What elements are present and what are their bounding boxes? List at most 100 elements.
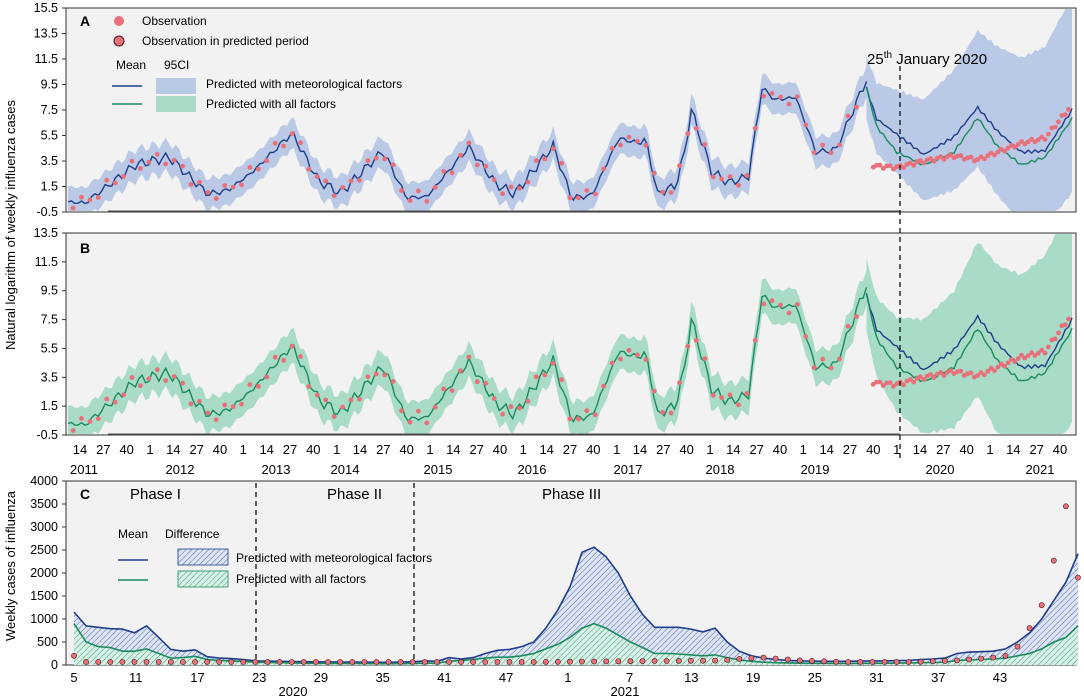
- observation-point: [525, 398, 531, 404]
- observation-point-c: [978, 655, 985, 662]
- x-tick-label-c: 7: [626, 670, 633, 685]
- observation-point-c: [700, 657, 706, 664]
- observation-point-c: [639, 658, 646, 664]
- observation-point: [626, 347, 632, 353]
- observation-pred-point: [1052, 336, 1058, 342]
- observation-point-c: [954, 657, 960, 664]
- x-tick-label: 40: [306, 442, 320, 457]
- legend-c-difference: Difference: [165, 527, 220, 541]
- observation-point: [70, 428, 76, 433]
- x-tick-label: 27: [656, 442, 670, 457]
- observation-point: [373, 155, 379, 161]
- observation-point: [264, 374, 270, 380]
- x-tick-label: 27: [96, 442, 110, 457]
- observation-point: [820, 356, 826, 362]
- observation-point: [441, 168, 447, 174]
- observation-point: [609, 360, 615, 366]
- observation-pred-point: [928, 372, 933, 377]
- panel-b-x-ticks: 14 27 40 1 14 27 40 1 14 27 40 1 14 27 40 1 14 27 40 1 14 27 4…: [70, 442, 1067, 477]
- observation-point: [559, 377, 564, 383]
- x-tick-label: 27: [1029, 442, 1043, 457]
- observation-pred-point: [1039, 347, 1045, 353]
- observation-point: [719, 395, 724, 400]
- observation-point: [138, 383, 143, 389]
- observation-point: [373, 371, 379, 377]
- x-tick-label: 40: [213, 442, 227, 457]
- observation-pred-point: [1066, 107, 1071, 112]
- y-tick-label-c: 500: [37, 635, 58, 649]
- y-tick-label: 9.5: [41, 284, 58, 298]
- observation-point: [230, 184, 236, 190]
- observation-point: [618, 356, 623, 362]
- observation-point-c: [216, 659, 223, 665]
- observation-pred-point: [978, 370, 984, 375]
- panel-c-y-ticks: 4000 3500 3000 2500 2000 1500 1000 500 0: [30, 474, 66, 672]
- x-tick-label-c: 11: [129, 670, 143, 685]
- x-tick-label-c: 17: [190, 670, 204, 685]
- y-tick-label-c: 3500: [30, 497, 58, 511]
- observation-pred-point: [1042, 137, 1048, 143]
- observation-point: [508, 404, 514, 410]
- observation-point: [474, 379, 480, 385]
- observation-point: [306, 384, 312, 389]
- observation-point: [744, 173, 750, 178]
- year-label: 2016: [518, 462, 547, 477]
- observation-point-c: [603, 658, 610, 665]
- observation-point-c: [204, 659, 210, 665]
- observation-point: [660, 189, 666, 195]
- observation-point: [491, 396, 497, 401]
- year-label: 2017: [614, 462, 643, 477]
- observation-point: [407, 419, 413, 425]
- observation-pred-point: [1019, 139, 1024, 144]
- observation-point: [154, 151, 160, 157]
- x-tick-label: 1: [240, 442, 247, 457]
- y-tick-label: -0.5: [36, 205, 58, 219]
- year-label: 2021: [1026, 462, 1055, 477]
- observation-pred-point: [921, 160, 927, 166]
- observation-point: [171, 374, 177, 379]
- x-tick-label: 14: [446, 442, 460, 457]
- observation-point: [205, 190, 211, 195]
- observation-point-c: [905, 659, 912, 665]
- observation-point: [407, 198, 413, 204]
- observation-pred-point: [1022, 355, 1028, 361]
- observation-point: [811, 365, 817, 370]
- observation-point: [550, 361, 556, 366]
- cutoff-label: 25th January 2020: [867, 50, 987, 68]
- observation-pred-point: [1062, 322, 1068, 328]
- ci-band-predicted: [866, 234, 1072, 434]
- observation-point: [483, 380, 489, 386]
- y-tick-label: 3.5: [41, 370, 58, 384]
- observation-point: [306, 166, 312, 172]
- observation-point: [340, 185, 345, 190]
- observation-point: [416, 408, 421, 414]
- observation-point-c: [1002, 652, 1009, 659]
- observation-point: [643, 357, 649, 362]
- year-label: 2012: [166, 462, 195, 477]
- legend-mean-label: Mean: [116, 58, 146, 72]
- observation-point: [795, 302, 800, 307]
- observation-pred-point: [1056, 119, 1061, 125]
- observation-point: [247, 165, 253, 170]
- y-tick-label-c: 2500: [30, 543, 58, 557]
- observation-pred-point: [1039, 134, 1045, 140]
- observation-point: [592, 412, 598, 418]
- observation-point: [382, 156, 388, 162]
- observation-pred-point: [938, 370, 943, 375]
- observation-pred-point: [877, 379, 883, 385]
- observation-point: [626, 134, 632, 140]
- observation-point: [576, 416, 581, 422]
- observation-point: [449, 170, 455, 176]
- observation-point-c: [131, 659, 138, 665]
- observation-point: [491, 177, 497, 183]
- observation-point-c: [446, 659, 452, 665]
- observation-pred-point: [1002, 363, 1007, 369]
- observation-point-c: [470, 659, 477, 665]
- observation-point-c: [240, 659, 247, 665]
- panel-c-content: [71, 503, 1081, 665]
- observation-pred-point: [995, 364, 1001, 370]
- x-tick-label: 14: [259, 442, 273, 457]
- legend-all-band: [156, 96, 196, 112]
- observation-point: [517, 405, 522, 411]
- x-tick-label: 40: [959, 442, 973, 457]
